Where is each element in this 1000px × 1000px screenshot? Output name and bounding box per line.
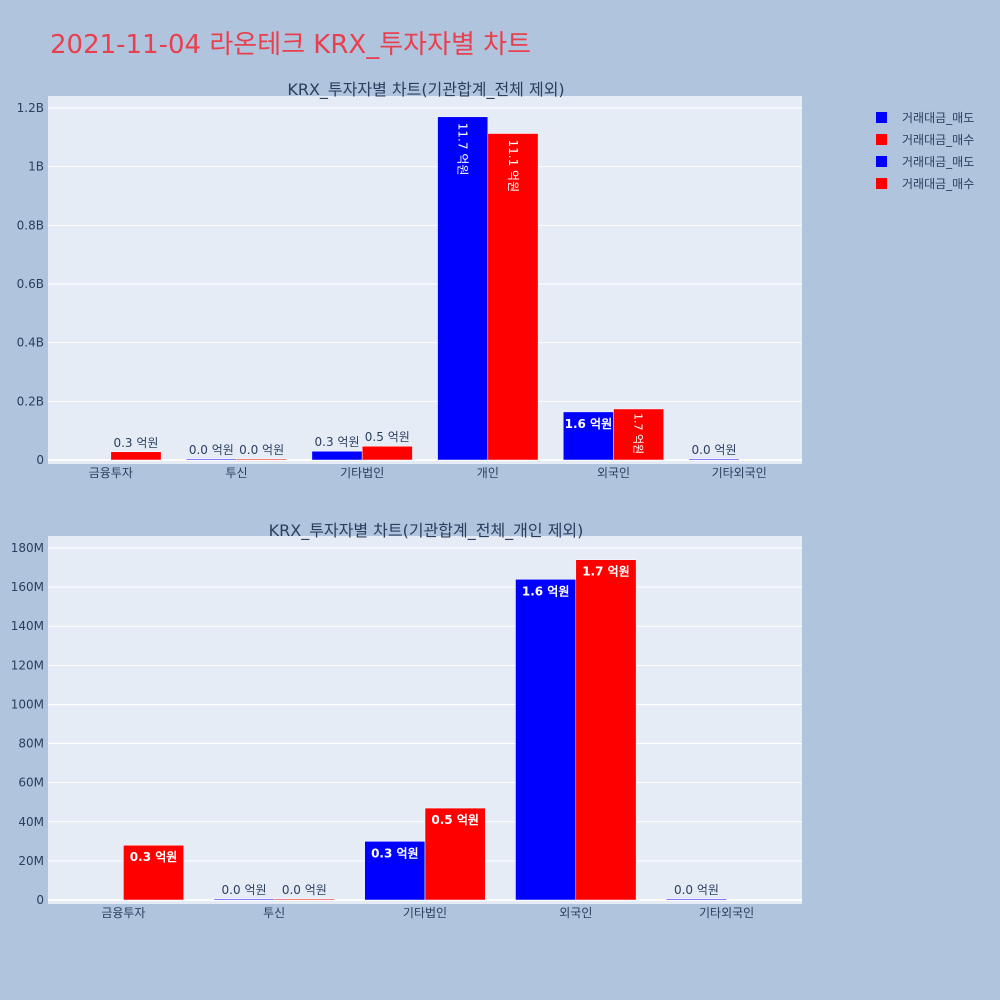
y-tick-label: 0.2B [17, 394, 44, 408]
legend-item[interactable]: 거래대금_매도 [876, 150, 974, 172]
data-label: 11.7 억원 [456, 123, 470, 176]
chart-title: KRX_투자자별 차트(기관합계_전체_개인 제외) [269, 521, 584, 541]
bar [110, 451, 162, 461]
x-tick-label: 기타외국인 [699, 906, 754, 920]
x-tick-label: 외국인 [597, 466, 630, 480]
y-tick-label: 1.2B [17, 101, 44, 115]
legend-label: 거래대금_매도 [902, 154, 975, 169]
bar [185, 458, 237, 461]
y-tick-label: 80M [18, 737, 44, 751]
data-label: 0.0 억원 [222, 883, 267, 897]
x-tick-label: 개인 [477, 466, 499, 480]
page-title: 2021-11-04 라온테크 KRX_투자자별 차트 [50, 30, 532, 60]
bar [688, 458, 740, 461]
data-label: 11.1 억원 [506, 140, 520, 193]
bar [575, 559, 637, 901]
y-tick-label: 160M [11, 580, 44, 594]
bar [361, 445, 413, 461]
bar [666, 898, 727, 901]
x-tick-label: 투신 [225, 466, 247, 480]
legend-label: 거래대금_매수 [902, 132, 975, 147]
data-label: 0.0 억원 [189, 443, 234, 457]
y-tick-label: 0.6B [17, 277, 44, 291]
y-tick-label: 40M [18, 815, 44, 829]
data-label: 0.3 억원 [371, 846, 419, 860]
bar [562, 411, 614, 461]
x-tick-label: 투신 [263, 906, 285, 920]
data-label: 1.6 억원 [565, 417, 613, 431]
data-label: 0.3 억원 [130, 850, 178, 864]
data-label: 0.5 억원 [431, 813, 479, 827]
y-tick-label: 20M [18, 854, 44, 868]
data-label: 1.7 억원 [632, 413, 645, 454]
bar [437, 116, 489, 461]
legend-item[interactable]: 거래대금_매수 [876, 172, 974, 194]
data-label: 0.0 억원 [674, 883, 719, 897]
bar [364, 841, 426, 901]
bar [123, 844, 184, 901]
data-label: 0.3 억원 [315, 435, 360, 449]
legend-label: 거래대금_매수 [902, 176, 975, 191]
bar [515, 579, 577, 901]
y-tick-label: 60M [18, 776, 44, 790]
y-tick-label: 180M [11, 541, 44, 555]
data-label: 0.5 억원 [365, 430, 410, 444]
legend-swatch-sell [876, 155, 887, 167]
data-label: 0.0 억원 [692, 443, 737, 457]
legend-item[interactable]: 거래대금_매수 [876, 128, 974, 150]
legend-label: 거래대금_매도 [902, 110, 975, 125]
bar [273, 898, 335, 901]
y-tick-label: 0 [36, 893, 44, 907]
plot-area [48, 96, 802, 464]
data-label: 0.0 억원 [282, 883, 327, 897]
chart-title: KRX_투자자별 차트(기관합계_전체 제외) [287, 80, 564, 100]
bar [213, 898, 275, 901]
data-label: 0.3 억원 [113, 436, 158, 450]
bar [487, 133, 539, 461]
bar [311, 450, 363, 461]
data-label: 0.0 억원 [239, 443, 284, 457]
bar [613, 408, 665, 461]
x-tick-label: 금융투자 [101, 906, 145, 920]
y-tick-label: 1B [28, 160, 44, 174]
y-tick-label: 0.4B [17, 336, 44, 350]
data-label: 1.6 억원 [522, 584, 570, 598]
bar [424, 807, 486, 901]
y-tick-label: 0 [36, 453, 44, 467]
x-tick-label: 기타법인 [340, 466, 384, 480]
x-tick-label: 금융투자 [89, 466, 133, 480]
x-tick-label: 외국인 [559, 906, 592, 920]
y-tick-label: 0.8B [17, 218, 44, 232]
y-tick-label: 120M [11, 658, 44, 672]
legend-swatch-buy [876, 177, 887, 189]
data-label: 1.7 억원 [582, 565, 630, 579]
legend-swatch-sell [876, 111, 887, 123]
bar [236, 458, 288, 461]
legend-swatch-buy [876, 133, 887, 145]
y-tick-label: 140M [11, 619, 44, 633]
y-tick-label: 100M [11, 697, 44, 711]
legend: 거래대금_매도 거래대금_매수 거래대금_매도 거래대금_매수 [876, 106, 974, 194]
legend-item[interactable]: 거래대금_매도 [876, 106, 974, 128]
x-tick-label: 기타외국인 [712, 466, 767, 480]
x-tick-label: 기타법인 [403, 906, 447, 920]
